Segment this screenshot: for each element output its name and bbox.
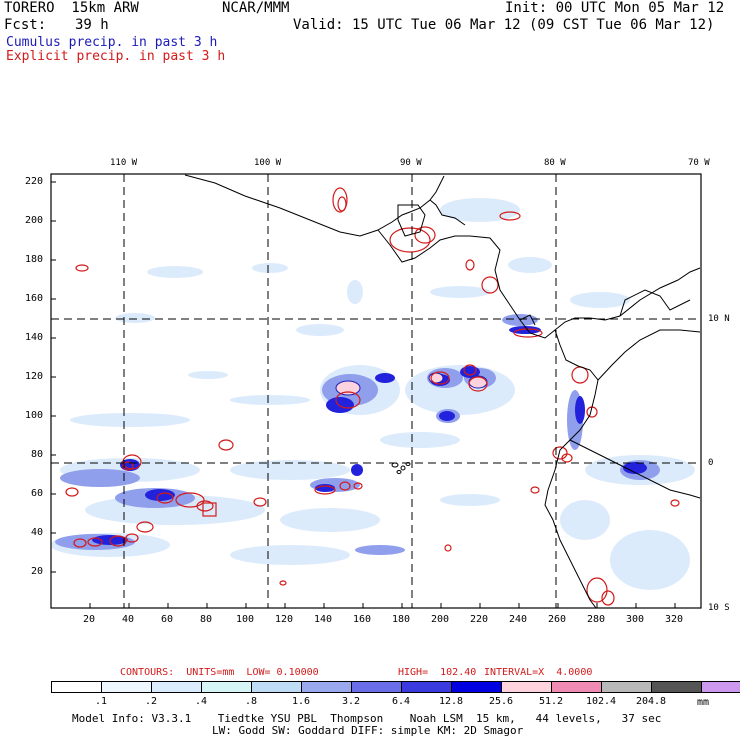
- x-index-label: 80: [200, 614, 213, 625]
- bottom-tick-marks: [89, 603, 676, 608]
- colorbar-swatch: [701, 681, 740, 693]
- lon-label-70w: 70 W: [688, 158, 710, 168]
- x-index-label: 260: [548, 614, 567, 625]
- galapagos-islands: [391, 462, 411, 474]
- y-index-label: 180: [25, 254, 44, 265]
- forecast-label: Fcst:: [4, 17, 47, 33]
- colorbar-label: 51.2: [538, 696, 564, 707]
- forecast-hour: 39 h: [75, 17, 109, 33]
- x-index-label: 160: [353, 614, 372, 625]
- colorbar-swatch: [251, 681, 302, 693]
- lat-lon-grid: [51, 174, 701, 608]
- precip-fields: [51, 174, 701, 608]
- x-index-label: 300: [626, 614, 645, 625]
- colorbar-label: .1: [94, 696, 108, 707]
- x-index-label: 120: [275, 614, 294, 625]
- model-name: TORERO 15km ARW: [4, 0, 139, 16]
- colorbar-swatch: [551, 681, 602, 693]
- coastlines: [184, 174, 701, 608]
- y-index-label: 160: [25, 293, 44, 304]
- colorbar-swatch: [351, 681, 402, 693]
- colorbar-swatch: [601, 681, 652, 693]
- explicit-legend-text: Explicit precip. in past 3 h: [6, 49, 226, 64]
- x-index-label: 320: [665, 614, 684, 625]
- colorbar-swatch: [151, 681, 202, 693]
- cumulus-legend-text: Cumulus precip. in past 3 h: [6, 35, 218, 50]
- x-index-label: 280: [587, 614, 606, 625]
- x-index-label: 200: [431, 614, 450, 625]
- colorbar-label: 25.6: [488, 696, 514, 707]
- x-index-label: 100: [236, 614, 255, 625]
- colorbar-unit: mm: [697, 697, 710, 708]
- model-info-line: Model Info: V3.3.1 Tiedtke YSU PBL Thomp…: [72, 712, 662, 725]
- contour-interval-text: INTERVAL=X 4.0000: [484, 667, 593, 678]
- x-index-label: 60: [161, 614, 174, 625]
- x-index-label: 40: [122, 614, 135, 625]
- left-tick-marks: [51, 181, 56, 573]
- colorbar-swatch: [101, 681, 152, 693]
- y-index-label: 60: [31, 488, 44, 499]
- colorbar-swatch: [401, 681, 452, 693]
- y-index-label: 220: [25, 176, 44, 187]
- lat-label-0: 0: [708, 458, 714, 468]
- lon-label-80w: 80 W: [544, 158, 566, 168]
- pink-precip-cores: [335, 372, 488, 396]
- x-index-label: 140: [314, 614, 333, 625]
- y-index-label: 100: [25, 410, 44, 421]
- x-index-label: 20: [83, 614, 96, 625]
- org-name: NCAR/MMM: [222, 0, 290, 16]
- colorbar-label: .4: [194, 696, 208, 707]
- lon-label-110w: 110 W: [110, 158, 138, 168]
- lat-label-10n: 10 N: [708, 314, 730, 324]
- colorbar-swatch: [651, 681, 702, 693]
- init-time: Init: 00 UTC Mon 05 Mar 12: [505, 0, 725, 16]
- light-cumulus-precip: [51, 198, 695, 590]
- y-index-label: 200: [25, 215, 44, 226]
- map-frame: [50, 173, 702, 609]
- colorbar-swatch: [51, 681, 102, 693]
- colorbar-swatch: [451, 681, 502, 693]
- colorbar-swatch: [201, 681, 252, 693]
- colorbar-swatch: [301, 681, 352, 693]
- lon-label-100w: 100 W: [254, 158, 282, 168]
- y-index-label: 20: [31, 566, 44, 577]
- x-index-label: 220: [470, 614, 489, 625]
- colorbar-label: 204.8: [635, 696, 667, 707]
- lat-label-10s: 10 S: [708, 603, 730, 613]
- x-index-label: 240: [509, 614, 528, 625]
- colorbar-label: 1.6: [291, 696, 311, 707]
- y-index-label: 80: [31, 449, 44, 460]
- colorbar-label: 6.4: [391, 696, 411, 707]
- explicit-precip-contours: [65, 187, 680, 606]
- colorbar-label: 102.4: [585, 696, 617, 707]
- valid-time: Valid: 15 UTC Tue 06 Mar 12 (09 CST Tue …: [293, 17, 715, 33]
- colorbar-label: .2: [144, 696, 158, 707]
- y-index-label: 120: [25, 371, 44, 382]
- colorbar-label: 3.2: [341, 696, 361, 707]
- contour-units-text: CONTOURS: UNITS=mm LOW= 0.10000: [120, 667, 319, 678]
- physics-info-line: LW: Godd SW: Goddard DIFF: simple KM: 2D…: [212, 724, 524, 737]
- contour-high-text: HIGH= 102.40: [398, 667, 477, 678]
- colorbar-label: 12.8: [438, 696, 464, 707]
- y-index-label: 40: [31, 527, 44, 538]
- lon-label-90w: 90 W: [400, 158, 422, 168]
- colorbar-label: .8: [244, 696, 258, 707]
- y-index-label: 140: [25, 332, 44, 343]
- x-index-label: 180: [392, 614, 411, 625]
- colorbar-swatch: [501, 681, 552, 693]
